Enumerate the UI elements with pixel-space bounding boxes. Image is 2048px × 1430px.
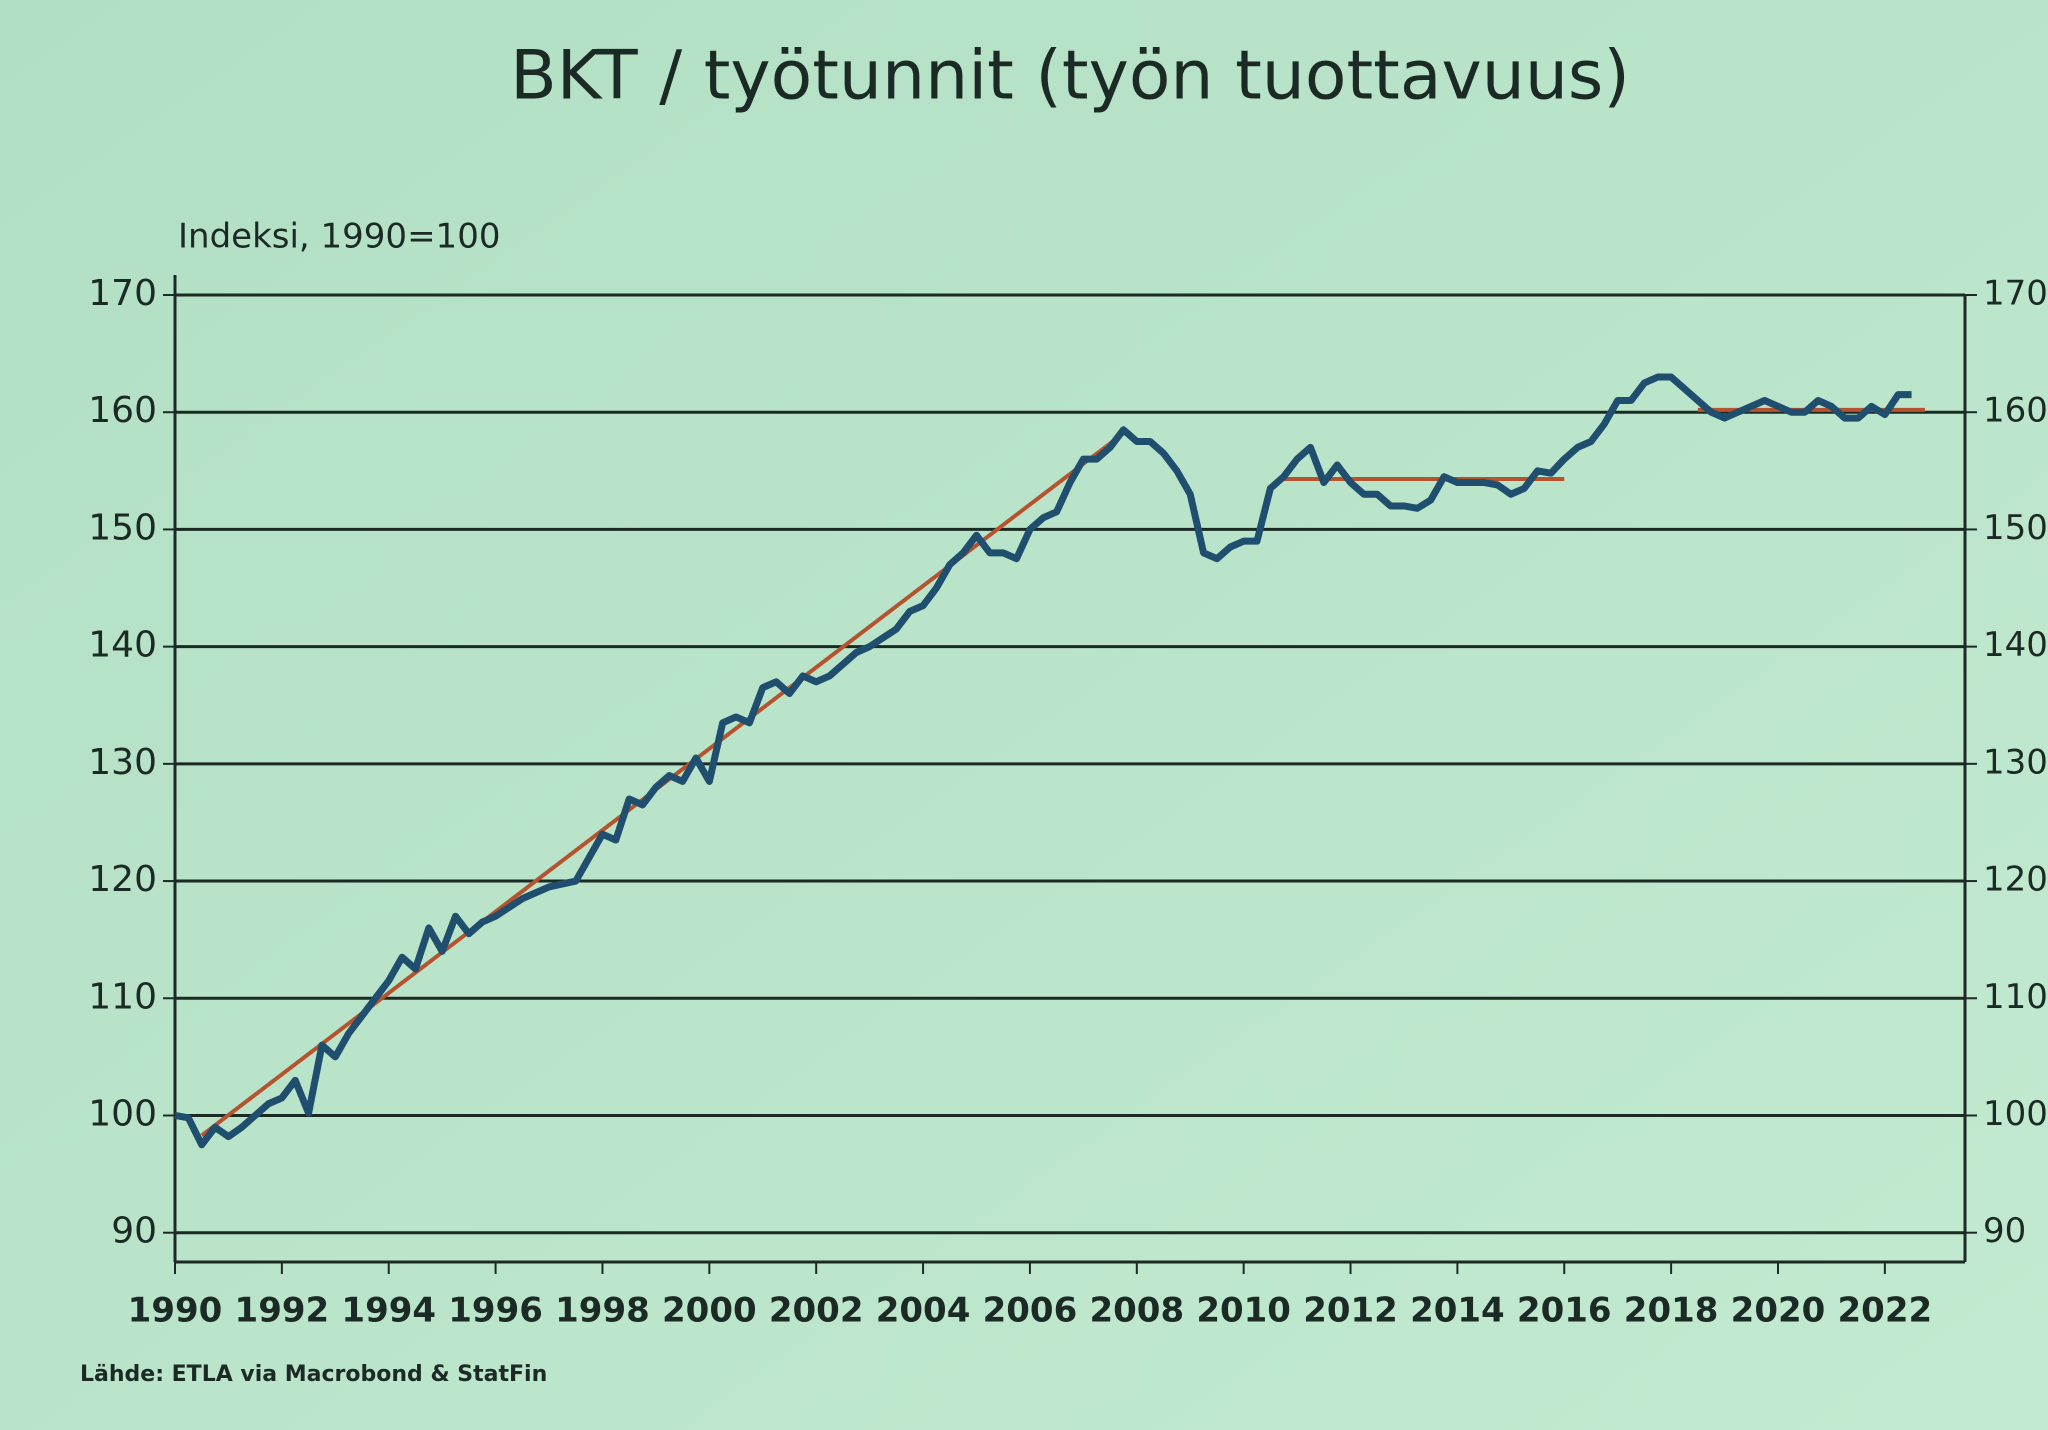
y2-tick-label: 160	[1983, 391, 2048, 431]
x-tick-label: 1992	[235, 1291, 330, 1331]
y-tick-label: 120	[88, 859, 157, 900]
y-tick-label: 130	[88, 742, 157, 783]
x-tick-label: 2004	[876, 1291, 971, 1331]
x-tick-label: 2018	[1624, 1291, 1719, 1331]
x-tick-label: 1998	[555, 1291, 650, 1331]
x-tick-label: 2014	[1410, 1291, 1505, 1331]
y2-tick-label: 150	[1983, 508, 2048, 548]
y-tick-label: 110	[88, 976, 157, 1017]
y-tick-label: 100	[88, 1093, 157, 1134]
y2-tick-label: 170	[1983, 274, 2048, 314]
source-note: Lähde: ETLA via Macrobond & StatFin	[80, 1362, 547, 1387]
x-tick-label: 2008	[1089, 1291, 1184, 1331]
y2-tick-label: 110	[1983, 977, 2048, 1017]
y2-tick-label: 130	[1983, 742, 2048, 782]
x-tick-label: 2006	[983, 1291, 1078, 1331]
x-tick-label: 2002	[769, 1291, 864, 1331]
y2-tick-label: 90	[1983, 1211, 2026, 1251]
x-tick-label: 1990	[128, 1291, 223, 1331]
x-tick-label: 1994	[341, 1291, 436, 1331]
x-tick-label: 2016	[1517, 1291, 1612, 1331]
chart-title: BKT / työtunnit (työn tuottavuus)	[510, 37, 1630, 116]
x-tick-label: 2022	[1838, 1291, 1933, 1331]
x-tick-label: 2012	[1303, 1291, 1398, 1331]
y2-tick-label: 140	[1983, 625, 2048, 665]
y2-tick-label: 120	[1983, 860, 2048, 900]
y-tick-label: 170	[88, 273, 157, 314]
data-line	[174, 373, 1912, 1149]
x-tick-label: 1996	[448, 1291, 543, 1331]
y-tick-label: 160	[88, 390, 157, 431]
y-tick-label: 90	[111, 1211, 157, 1252]
x-tick-label: 2000	[662, 1291, 757, 1331]
y-axis-label: Indeksi, 1990=100	[178, 217, 500, 257]
y-tick-label: 150	[88, 507, 157, 548]
y2-tick-label: 100	[1983, 1094, 2048, 1134]
x-tick-label: 2010	[1196, 1291, 1291, 1331]
x-tick-label: 2020	[1731, 1291, 1826, 1331]
y-tick-label: 140	[88, 625, 157, 666]
